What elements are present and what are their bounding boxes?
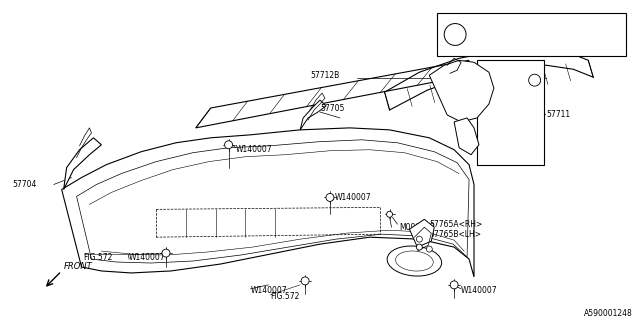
Text: FRONT: FRONT <box>63 262 92 271</box>
Polygon shape <box>454 118 479 155</box>
Circle shape <box>417 244 422 250</box>
Polygon shape <box>61 128 474 277</box>
Text: W140007: W140007 <box>236 145 272 154</box>
Text: W140007: W140007 <box>129 252 166 261</box>
Circle shape <box>450 281 458 289</box>
Text: 0101S    <       -031): 0101S < -031) <box>473 20 550 29</box>
Polygon shape <box>477 60 543 165</box>
Text: W140007: W140007 <box>250 286 287 295</box>
Circle shape <box>532 76 541 84</box>
Text: 57705: 57705 <box>320 103 344 113</box>
Text: 57704: 57704 <box>12 180 36 189</box>
Text: 0451S: 0451S <box>414 257 438 266</box>
Circle shape <box>162 249 170 257</box>
Circle shape <box>326 194 334 201</box>
Text: FIG.572: FIG.572 <box>270 292 300 301</box>
Circle shape <box>529 74 541 86</box>
Polygon shape <box>429 60 494 122</box>
Text: 1: 1 <box>452 30 458 39</box>
Circle shape <box>387 211 392 217</box>
Text: 57765B<LH>: 57765B<LH> <box>429 230 481 239</box>
Circle shape <box>426 246 432 252</box>
Polygon shape <box>196 60 469 128</box>
Circle shape <box>417 236 422 242</box>
Text: 57765A<RH>: 57765A<RH> <box>429 220 483 229</box>
Text: 1: 1 <box>532 77 537 83</box>
Polygon shape <box>63 138 101 189</box>
Text: W140007: W140007 <box>461 286 498 295</box>
Text: 57712B: 57712B <box>310 71 339 80</box>
Ellipse shape <box>387 246 442 276</box>
Text: M000219: M000219 <box>399 223 435 232</box>
Polygon shape <box>300 100 326 130</box>
Ellipse shape <box>396 251 433 271</box>
Text: A590001248: A590001248 <box>584 309 633 318</box>
Text: FIG.572: FIG.572 <box>83 252 113 261</box>
Circle shape <box>444 24 466 45</box>
Text: W140007: W140007 <box>335 193 372 202</box>
Circle shape <box>301 277 309 285</box>
Text: M000290 (0312-   ): M000290 (0312- ) <box>473 41 547 50</box>
Bar <box>437 12 626 56</box>
Circle shape <box>225 141 232 149</box>
Text: 57711: 57711 <box>547 110 571 119</box>
Polygon shape <box>410 219 435 247</box>
